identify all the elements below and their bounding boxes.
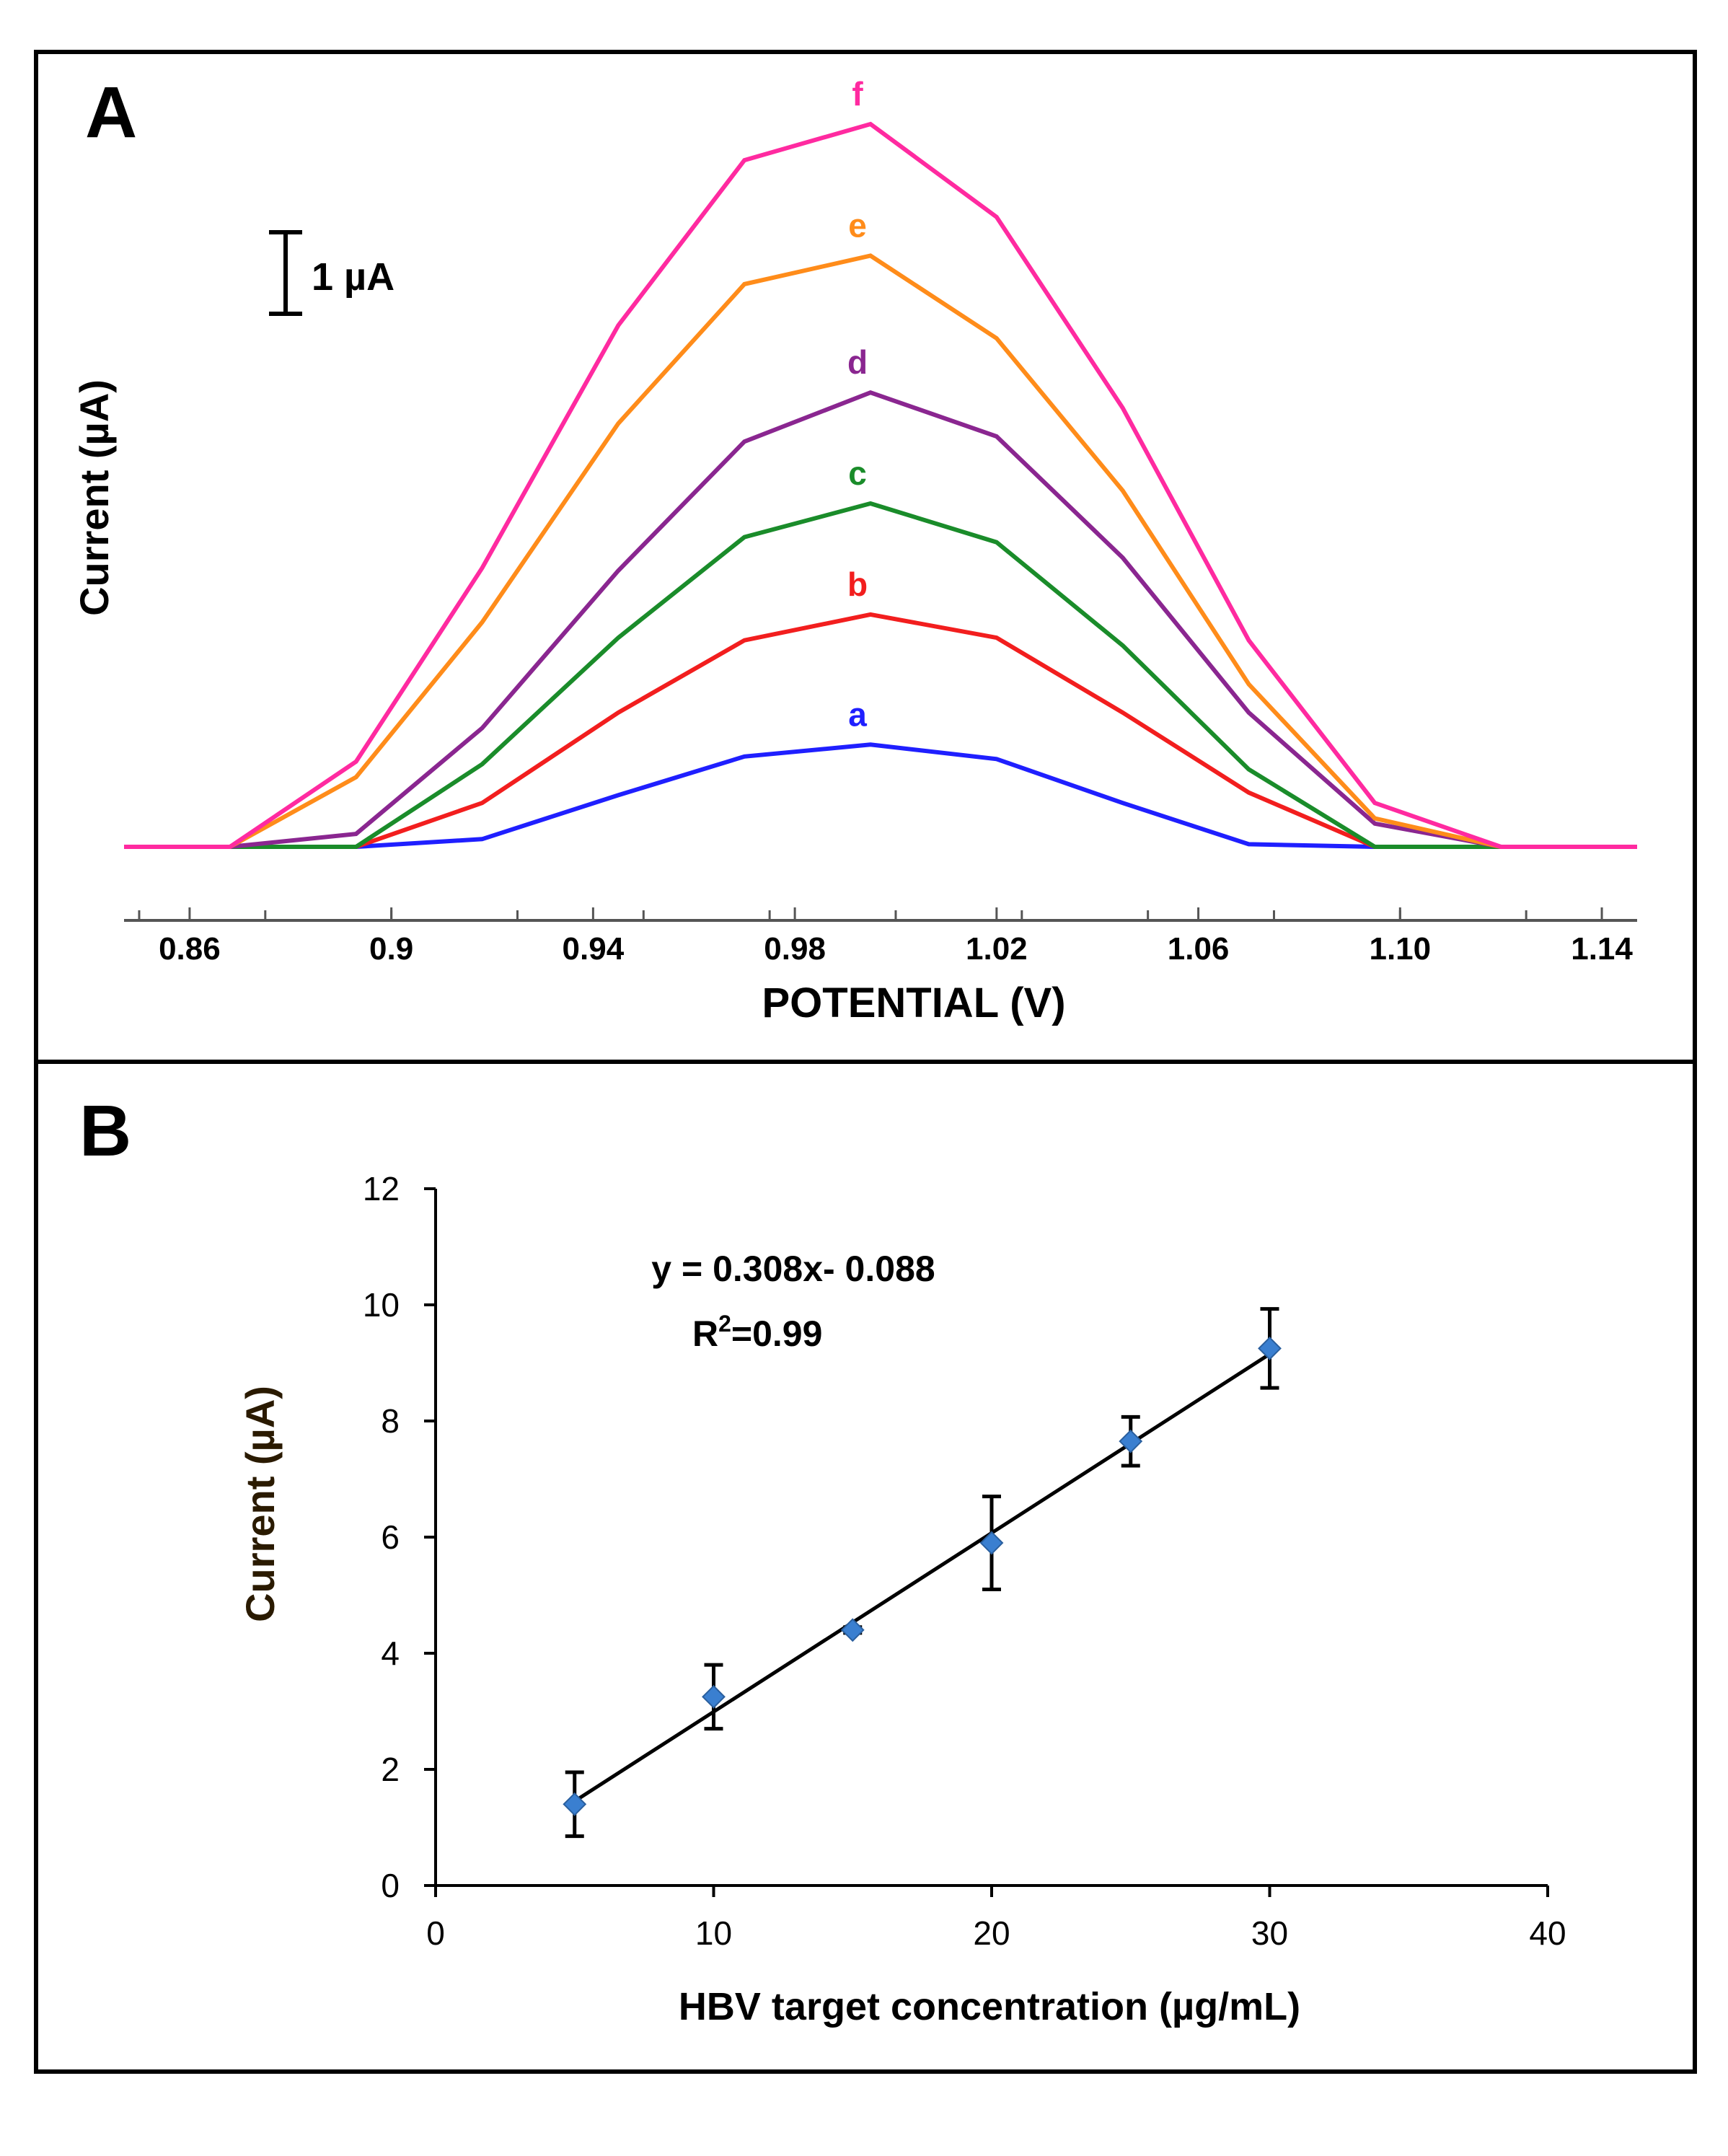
panel-a-series-labels: a b c d e f (847, 75, 868, 733)
series-line-c (124, 501, 1637, 849)
series-label-d: d (847, 343, 868, 381)
panel-a-x-tick-label: 0.9 (369, 931, 413, 967)
series-label-c: c (848, 454, 867, 492)
panel-a-x-tick-label: 1.14 (1571, 931, 1633, 967)
panel-b-y-tick-label: 8 (381, 1402, 400, 1440)
panel-a-x-tick-label: 1.06 (1168, 931, 1230, 967)
panel-a-frame (34, 50, 1697, 1064)
series-label-b: b (847, 566, 868, 603)
r-squared-superscript: 2 (718, 1311, 731, 1337)
panel-b-y-ticks: 0 2 4 6 8 10 12 (363, 1170, 436, 1904)
r-squared-value: =0.99 (731, 1314, 823, 1354)
panel-b-fit-line-group (573, 1352, 1271, 1803)
panel-b-x-tick-label: 10 (695, 1914, 732, 1952)
r-squared-prefix: R (692, 1314, 718, 1354)
panel-a-x-tick-label: 0.86 (159, 931, 221, 967)
data-point (1258, 1336, 1282, 1360)
data-point (702, 1684, 726, 1709)
panel-b-y-tick-label: 6 (381, 1518, 400, 1556)
r-squared: R2=0.99 (692, 1311, 822, 1354)
data-point (979, 1531, 1004, 1555)
panel-a-x-tick-label: 0.98 (764, 931, 826, 967)
panel-b-x-tick-label: 30 (1251, 1914, 1288, 1952)
panel-b-x-ticks: 0 10 20 30 40 (426, 1886, 1566, 1952)
panel-b-error-bars (565, 1307, 1279, 1839)
panel-b-y-tick-label: 2 (381, 1751, 400, 1788)
scale-bar: 1 µA (269, 230, 394, 316)
data-point (1119, 1429, 1143, 1453)
panel-b-x-axis-label: HBV target concentration (µg/mL) (679, 1985, 1300, 2028)
panel-a-x-tick-label: 1.02 (966, 931, 1028, 967)
panel-a-x-ticks (138, 907, 1603, 920)
panel-b-y-axis-label: Current (µA) (237, 1386, 283, 1622)
panel-b-y-tick-label: 12 (363, 1170, 400, 1207)
panel-b-x-tick-label: 20 (973, 1914, 1010, 1952)
panel-a-y-axis-label: Current (µA) (71, 379, 117, 616)
panel-a-x-axis-label: POTENTIAL (V) (762, 980, 1065, 1026)
panel-a-series-group (124, 121, 1637, 849)
panel-a-x-tick-labels: 0.86 0.9 0.94 0.98 1.02 1.06 1.10 1.14 (159, 931, 1633, 967)
panel-b-points (563, 1336, 1282, 1816)
series-line-b (124, 612, 1637, 849)
panel-a-x-tick-label: 0.94 (563, 931, 625, 967)
panel-b-y-tick-label: 0 (381, 1867, 400, 1904)
scale-bar-label: 1 µA (312, 255, 394, 299)
panel-a-label: A (85, 72, 137, 153)
series-label-e: e (848, 207, 867, 245)
panel-b-x-tick-label: 0 (426, 1914, 445, 1952)
panel-b-x-tick-label: 40 (1529, 1914, 1566, 1952)
panel-b-y-tick-label: 4 (381, 1634, 400, 1672)
panel-a-plot: a b c d e f 1 µA Current (µA) 0.86 0.9 0.94 0.98… (71, 75, 1637, 1026)
series-label-f: f (852, 75, 863, 113)
panel-b-frame (34, 1060, 1697, 2074)
panel-a-x-tick-label: 1.10 (1369, 931, 1431, 967)
panel-b-label: B (79, 1091, 131, 1171)
series-line-e (124, 253, 1637, 849)
series-line-d (124, 390, 1637, 849)
series-line-f (124, 121, 1637, 849)
fit-equation: y = 0.308x- 0.088 (651, 1249, 935, 1289)
data-point (563, 1792, 587, 1816)
data-point (840, 1618, 865, 1642)
series-label-a: a (848, 695, 867, 733)
fit-line (573, 1352, 1271, 1803)
panel-b-y-tick-label: 10 (363, 1286, 400, 1324)
